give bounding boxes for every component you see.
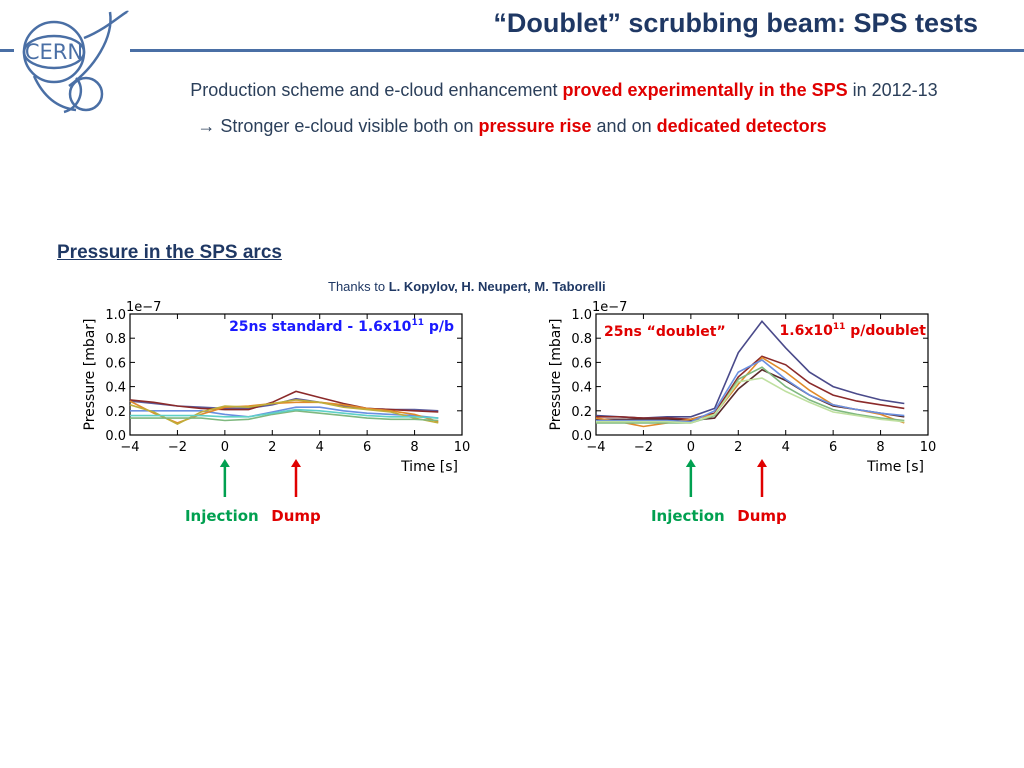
annotation-tail: p/b (424, 319, 454, 335)
y-tick-label: 0.6 (571, 356, 592, 371)
subtitle-line-1-text: Production scheme and e-cloud enhancemen… (190, 80, 563, 100)
annotation-text: 25ns standard - 1.6x10 (229, 319, 412, 335)
y-tick-label: 0.8 (105, 332, 126, 347)
series-line-6 (130, 409, 439, 422)
cern-logo: CERN (22, 10, 130, 114)
series-line-2 (129, 390, 439, 413)
x-axis-label: Time [s] (400, 459, 458, 475)
y-scale-label: 1e−7 (126, 300, 161, 315)
dump-arrowhead-icon (757, 459, 767, 467)
y-tick-label: 0.2 (571, 405, 592, 420)
subtitle-line-2-text: Stronger e-cloud visible both on (215, 116, 479, 136)
x-tick-label: −4 (586, 440, 605, 455)
credits: Thanks to L. Kopylov, H. Neupert, M. Tab… (328, 279, 606, 294)
series-line-7 (130, 408, 439, 419)
x-tick-label: 10 (920, 440, 937, 455)
x-tick-label: 6 (363, 440, 371, 455)
y-tick-label: 1.0 (571, 308, 592, 323)
x-tick-label: 8 (876, 440, 884, 455)
y-tick-label: 0.0 (105, 429, 126, 444)
y-tick-label: 0.2 (105, 405, 126, 420)
x-axis-label: Time [s] (866, 459, 924, 475)
y-tick-label: 1.0 (105, 308, 126, 323)
dump-label: Dump (737, 507, 787, 525)
y-axis-label: Pressure [mbar] (82, 318, 98, 430)
x-tick-label: 6 (829, 440, 837, 455)
x-tick-label: 2 (268, 440, 276, 455)
x-tick-label: 0 (221, 440, 229, 455)
x-tick-label: 4 (782, 440, 790, 455)
logo-text: CERN (25, 40, 83, 64)
title-rule-right (130, 49, 1024, 52)
pressure-chart-doublet: 1e−7 0.0 0.2 0.4 0.6 0.8 1.0 −4 −2 0 2 4 6 8 10 Time [s… (548, 300, 937, 525)
section-heading: Pressure in the SPS arcs (57, 242, 282, 263)
y-tick-label: 0.4 (105, 381, 126, 396)
plot-frame (595, 313, 929, 436)
credits-names: L. Kopylov, H. Neupert, M. Taborelli (388, 279, 606, 294)
x-tick-label: −2 (168, 440, 187, 455)
x-tick-label: 8 (410, 440, 418, 455)
chart-annotation: 25ns “doublet” (604, 324, 726, 340)
chart-annotation-2: 1.6x1011 p/doublet (780, 322, 927, 339)
x-tick-label: 10 (454, 440, 471, 455)
annotation-sup: 11 (411, 318, 424, 328)
annotation2-sup: 11 (833, 322, 846, 332)
dump-arrowhead-icon (291, 459, 301, 467)
injection-label: Injection (185, 507, 259, 525)
dump-label: Dump (271, 507, 321, 525)
y-tick-label: 0.6 (105, 356, 126, 371)
subtitle-line-2-highlight-1: pressure rise (478, 116, 592, 136)
series-line-5 (596, 359, 905, 423)
x-tick-label: 2 (734, 440, 742, 455)
annotation2-tail: p/doublet (845, 323, 926, 339)
series-line-7 (596, 377, 905, 424)
subtitle-line-2-highlight-2: dedicated detectors (656, 116, 827, 136)
injection-arrowhead-icon (685, 459, 696, 467)
slide-title: “Doublet” scrubbing beam: SPS tests (493, 8, 978, 38)
subtitle-line-1-highlight: proved experimentally in the SPS (562, 80, 848, 100)
y-tick-label: 0.4 (571, 381, 592, 396)
x-tick-label: 0 (687, 440, 695, 455)
subtitle-line-2: → Stronger e-cloud visible both on press… (0, 116, 1024, 137)
subtitle-line-1-tail: in 2012-13 (847, 80, 938, 100)
annotation2-text: 1.6x10 (780, 323, 834, 339)
injection-label: Injection (651, 507, 725, 525)
arrow-icon: → (197, 116, 216, 136)
series-line-6 (596, 366, 905, 424)
y-scale-label: 1e−7 (592, 300, 627, 315)
title-rule-left (0, 49, 14, 52)
subtitle-line-1: Production scheme and e-cloud enhancemen… (0, 80, 1024, 101)
x-tick-label: −2 (634, 440, 653, 455)
y-tick-label: 0.0 (571, 429, 592, 444)
subtitle-line-2-mid: and on (591, 116, 657, 136)
x-tick-label: −4 (120, 440, 139, 455)
chart-annotation: 25ns standard - 1.6x1011 p/b (229, 318, 454, 335)
y-tick-label: 0.8 (571, 332, 592, 347)
pressure-chart-standard: 1e−7 0.0 0.2 0.4 0.6 0.8 1.0 −4 −2 0 2 4 6 8 10 Time [s… (82, 300, 471, 525)
injection-arrowhead-icon (219, 459, 230, 467)
credits-prefix: Thanks to (328, 279, 389, 294)
y-axis-label: Pressure [mbar] (548, 318, 564, 430)
x-tick-label: 4 (316, 440, 324, 455)
series-line-5 (129, 399, 439, 425)
series-line-3 (130, 406, 439, 419)
